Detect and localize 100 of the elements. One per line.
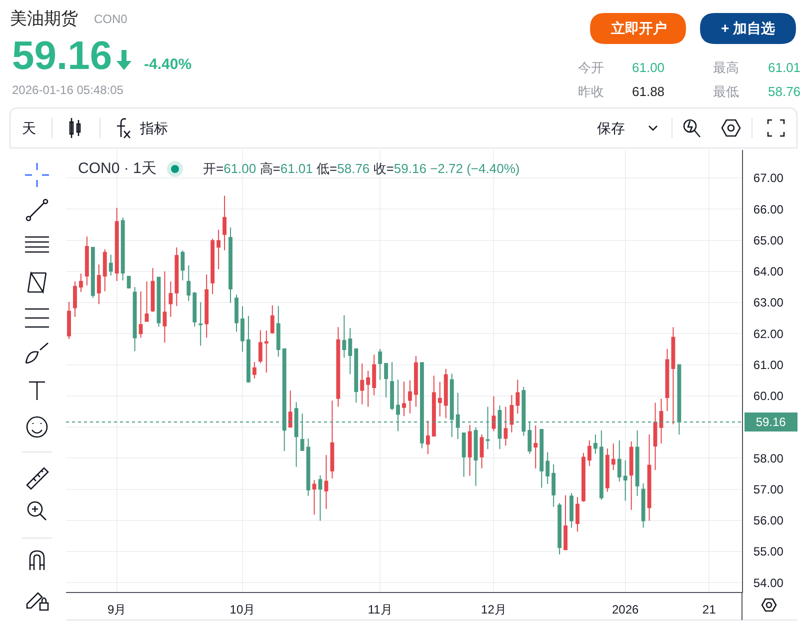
candlestick <box>540 428 544 488</box>
candlestick <box>67 301 71 340</box>
candlestick <box>414 356 418 408</box>
candlestick <box>570 492 574 528</box>
candlestick <box>348 328 352 375</box>
candlestick <box>366 370 370 408</box>
text: 指标 <box>139 120 168 136</box>
text: 59.16 <box>12 34 112 78</box>
candlestick <box>342 314 346 358</box>
candlestick <box>138 290 143 338</box>
text: 61.00 <box>632 60 665 75</box>
candlestick <box>270 304 274 334</box>
candlestick <box>534 424 538 469</box>
candlestick <box>504 406 508 446</box>
candlestick <box>276 305 280 358</box>
candlestick <box>174 246 179 306</box>
candlestick <box>114 207 119 282</box>
chart-subtitle: CON0 <box>94 12 128 26</box>
candlestick <box>96 264 101 305</box>
candlestick <box>480 434 484 469</box>
candlestick <box>258 330 262 364</box>
candlestick <box>564 494 568 550</box>
text: 天 <box>22 120 36 136</box>
candlestick <box>228 227 232 304</box>
candlestick <box>468 424 472 476</box>
x-tick-label: 10月 <box>230 602 256 616</box>
candlestick <box>192 291 197 328</box>
candlestick <box>216 229 221 270</box>
candlestick <box>306 438 310 496</box>
candlestick <box>102 248 107 292</box>
candlestick <box>623 460 628 502</box>
candlestick <box>659 398 664 444</box>
candlestick <box>360 363 364 405</box>
text: 2026-01-16 05:48:05 <box>12 83 124 97</box>
candlestick <box>318 474 322 522</box>
y-tick-label: 65.00 <box>753 233 784 248</box>
candlestick <box>522 386 526 436</box>
text: 最高 <box>713 60 739 75</box>
candlestick <box>611 443 616 470</box>
candlestick <box>222 195 226 251</box>
text: 保存 <box>597 120 625 136</box>
text: 最低 <box>713 84 739 99</box>
candlestick <box>90 246 95 298</box>
y-tick-label: 54.00 <box>753 576 784 590</box>
text: + 加自选 <box>721 20 776 36</box>
candlestick <box>330 400 334 479</box>
annotation: 61.01 <box>280 161 313 176</box>
candlestick <box>390 361 394 411</box>
text: 昨收 <box>578 84 604 99</box>
candlestick <box>677 364 682 435</box>
candlestick <box>671 326 676 425</box>
candlestick <box>144 280 149 322</box>
candlestick <box>402 381 406 417</box>
candlestick <box>486 406 490 450</box>
candlestick <box>132 286 137 352</box>
candlestick <box>168 280 173 318</box>
annotation: 58.76 <box>337 161 370 176</box>
candlestick <box>252 361 256 379</box>
y-tick-label: 60.00 <box>753 389 784 404</box>
candlestick <box>234 294 238 332</box>
candlestick <box>312 479 316 516</box>
ref-line-label: 59.16 <box>756 415 786 429</box>
candlestick <box>156 276 161 328</box>
candlestick <box>294 402 298 468</box>
candlestick <box>408 380 412 414</box>
x-tick-label: 9月 <box>108 602 126 616</box>
candlestick <box>492 396 496 432</box>
annotation: 61.00 <box>224 161 256 176</box>
candlestick <box>641 482 646 528</box>
candlestick <box>210 238 215 295</box>
text: -4.40% <box>144 56 192 73</box>
text: 61.01 <box>768 60 801 75</box>
candlestick <box>438 381 442 417</box>
candlestick <box>629 440 634 510</box>
y-tick-label: 61.00 <box>753 358 784 372</box>
candlestick <box>198 302 203 346</box>
y-tick-label: 62.00 <box>753 326 784 341</box>
annotation: CON0 · 1天 <box>78 160 156 177</box>
text: 61.88 <box>632 84 665 99</box>
y-tick-label: 67.00 <box>753 171 784 186</box>
candlestick <box>420 362 424 449</box>
candlestick <box>84 236 89 286</box>
candlestick <box>552 464 556 508</box>
candlestick <box>282 348 286 452</box>
candlestick <box>653 402 658 470</box>
y-tick-label: 57.00 <box>753 482 784 496</box>
candlestick <box>605 448 610 492</box>
candlestick <box>300 413 304 452</box>
candlestick <box>498 405 502 450</box>
candlestick <box>474 426 478 486</box>
text: 立即开户 <box>610 20 667 36</box>
candlestick <box>599 430 604 500</box>
x-tick-label: 2026 <box>612 602 640 616</box>
chart-title: 美油期货 <box>10 8 78 28</box>
candlestick <box>378 348 382 380</box>
candlestick <box>73 280 77 318</box>
candlestick <box>162 270 167 344</box>
candlestick <box>665 348 670 412</box>
y-tick-label: 56.00 <box>753 514 784 528</box>
text: 58.76 <box>768 84 801 99</box>
